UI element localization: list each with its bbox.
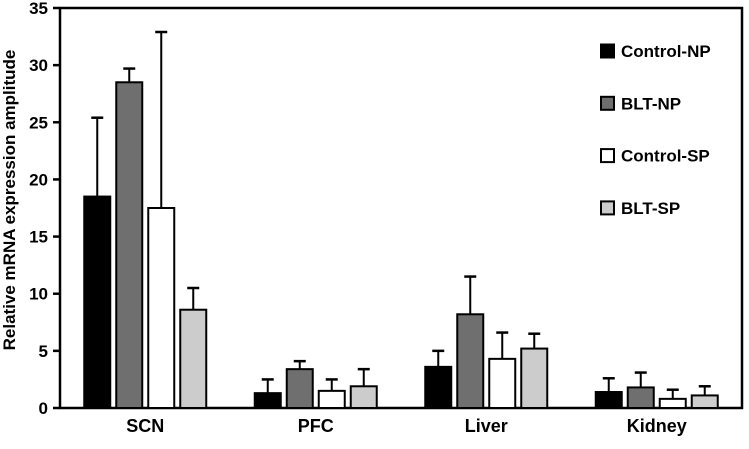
- bar-blt-np-liver: [456, 313, 485, 409]
- legend-item-control-np: Control-NP: [600, 42, 711, 61]
- y-axis-title: Relative mRNA expression amplitude: [0, 50, 19, 351]
- y-tick-label: 20: [29, 170, 48, 189]
- bar-control-sp-pfc: [317, 389, 346, 410]
- legend-item-blt-sp: BLT-SP: [600, 199, 680, 218]
- category-label-liver: Liver: [465, 416, 508, 436]
- plot-border: [58, 6, 744, 410]
- y-tick-label: 0: [39, 399, 48, 418]
- category-label-kidney: Kidney: [627, 416, 687, 436]
- legend-label-control-sp: Control-SP: [621, 147, 710, 166]
- x-axis: SCN PFC Liver Kidney: [126, 416, 687, 436]
- legend-label-blt-np: BLT-NP: [621, 94, 681, 113]
- bar-blt-np-kidney: [626, 386, 655, 409]
- legend: Control-NP BLT-NP Control-SP BLT-SP: [600, 42, 711, 218]
- y-tick-label: 25: [29, 113, 48, 132]
- bar-groups: [83, 30, 719, 410]
- legend-swatch-blt-np: [600, 95, 615, 111]
- y-tick-label: 15: [29, 228, 48, 247]
- legend-label-blt-sp: BLT-SP: [621, 199, 680, 218]
- category-label-pfc: PFC: [298, 416, 334, 436]
- bar-blt-sp-liver: [520, 347, 549, 410]
- y-tick-label: 10: [29, 285, 48, 304]
- bar-control-np-scn: [83, 195, 112, 409]
- legend-swatch-blt-sp: [600, 200, 615, 216]
- bar-blt-np-pfc: [285, 368, 314, 409]
- bar-control-sp-liver: [488, 357, 517, 410]
- legend-swatch-control-np: [600, 43, 615, 59]
- bar-control-np-pfc: [253, 392, 282, 409]
- bar-blt-sp-pfc: [349, 385, 378, 409]
- bar-blt-sp-scn: [179, 308, 208, 410]
- bar-blt-sp-kidney: [690, 394, 719, 409]
- category-label-scn: SCN: [126, 416, 164, 436]
- plot-frame: [58, 6, 744, 410]
- bar-control-sp-kidney: [658, 397, 687, 410]
- y-tick-label: 35: [29, 0, 48, 18]
- legend-item-control-sp: Control-SP: [600, 147, 710, 166]
- y-tick-label: 30: [29, 56, 48, 75]
- y-tick-label: 5: [39, 342, 48, 361]
- y-axis: 0 5 10 15 20 25 30 35: [29, 0, 60, 418]
- bar-blt-np-scn: [115, 81, 144, 410]
- legend-label-control-np: Control-NP: [621, 42, 711, 61]
- bar-control-np-kidney: [594, 391, 623, 409]
- bar-control-sp-scn: [147, 207, 176, 409]
- legend-item-blt-np: BLT-NP: [600, 94, 681, 113]
- legend-swatch-control-sp: [600, 148, 615, 164]
- bar-control-np-liver: [424, 365, 453, 410]
